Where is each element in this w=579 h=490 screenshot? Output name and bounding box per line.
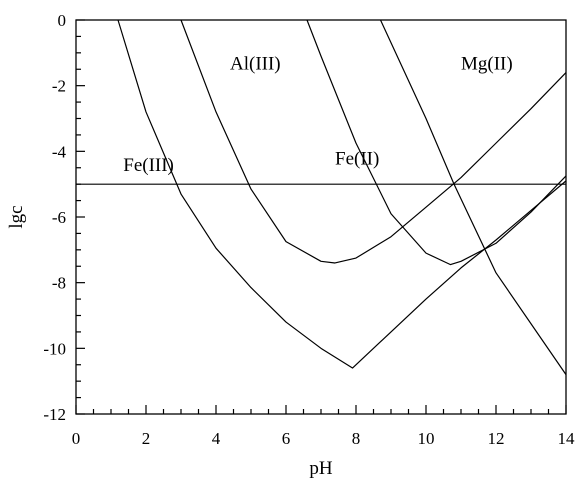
y-tick-label: -12 xyxy=(43,405,66,424)
y-tick-label: -2 xyxy=(52,77,66,96)
series-line-al-iii xyxy=(180,19,567,264)
series-line-fe-ii xyxy=(306,19,567,266)
x-tick-label: 2 xyxy=(142,429,151,448)
y-tick-label: -6 xyxy=(52,208,66,227)
series-label: Al(III) xyxy=(230,53,281,74)
axis-ticks xyxy=(75,19,567,415)
y-tick-label: -8 xyxy=(52,274,66,293)
y-tick-label: -10 xyxy=(43,339,66,358)
series-line-fe-iii xyxy=(117,19,567,369)
x-tick-label: 4 xyxy=(212,429,221,448)
x-tick-label: 6 xyxy=(282,429,291,448)
x-tick-label: 8 xyxy=(352,429,361,448)
x-axis-title: pH xyxy=(309,458,333,479)
x-tick-label: 10 xyxy=(418,429,435,448)
series-label: Mg(II) xyxy=(461,53,513,74)
x-tick-label: 12 xyxy=(488,429,505,448)
tick-labels: 0 2 4 6 8 10 12 14 0 -2 -4 -6 -8 -10 -12 xyxy=(43,11,575,448)
y-tick-label: 0 xyxy=(58,11,67,30)
x-tick-label: 14 xyxy=(558,429,576,448)
series-lines xyxy=(76,19,567,375)
y-axis-title: lgc xyxy=(6,205,27,228)
y-tick-label: -4 xyxy=(52,142,67,161)
series-labels: Fe(III) Al(III) Fe(II) Mg(II) xyxy=(123,53,512,176)
plot-frame xyxy=(75,19,567,415)
series-label: Fe(III) xyxy=(123,155,174,176)
series-label: Fe(II) xyxy=(335,148,379,169)
x-tick-label: 0 xyxy=(72,429,81,448)
